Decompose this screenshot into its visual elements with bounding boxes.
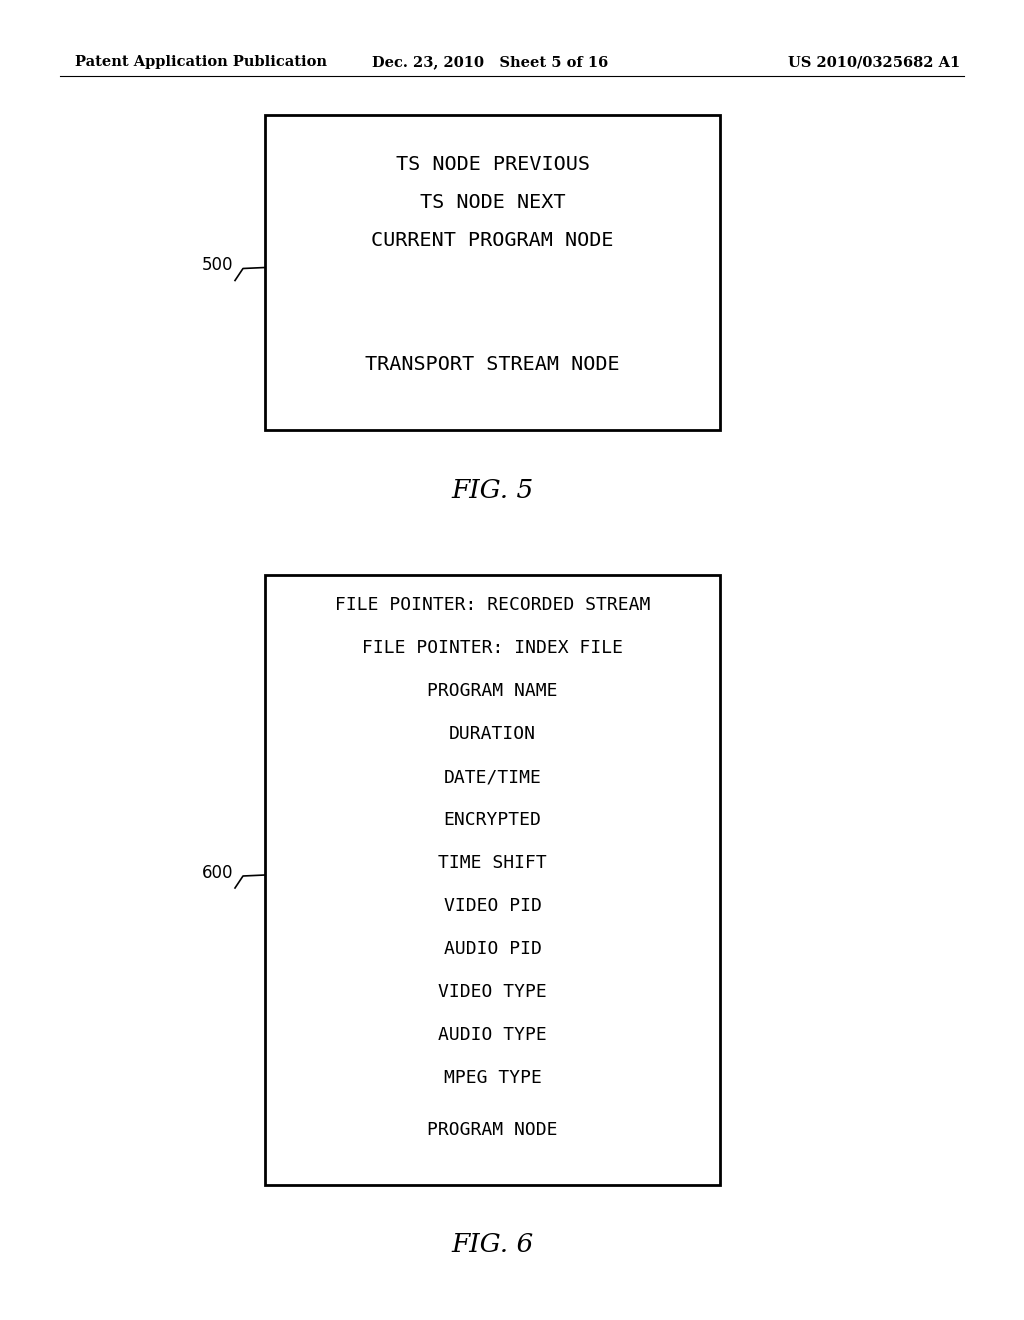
Text: AUDIO PID: AUDIO PID — [443, 940, 542, 958]
Bar — [265, 115, 720, 430]
Text: FIG. 6: FIG. 6 — [452, 1233, 534, 1258]
Bar — [265, 576, 720, 1185]
Text: TRANSPORT STREAM NODE: TRANSPORT STREAM NODE — [366, 355, 620, 375]
Text: TS NODE NEXT: TS NODE NEXT — [420, 194, 565, 213]
Text: AUDIO TYPE: AUDIO TYPE — [438, 1026, 547, 1044]
Text: MPEG TYPE: MPEG TYPE — [443, 1069, 542, 1086]
Text: PROGRAM NAME: PROGRAM NAME — [427, 682, 558, 700]
Text: FILE POINTER: RECORDED STREAM: FILE POINTER: RECORDED STREAM — [335, 597, 650, 614]
Text: FIG. 5: FIG. 5 — [452, 478, 534, 503]
Text: DURATION: DURATION — [449, 725, 536, 743]
Text: FILE POINTER: INDEX FILE: FILE POINTER: INDEX FILE — [362, 639, 623, 657]
Text: ENCRYPTED: ENCRYPTED — [443, 810, 542, 829]
Text: TIME SHIFT: TIME SHIFT — [438, 854, 547, 873]
Text: Patent Application Publication: Patent Application Publication — [75, 55, 327, 69]
Text: Dec. 23, 2010   Sheet 5 of 16: Dec. 23, 2010 Sheet 5 of 16 — [372, 55, 608, 69]
Text: US 2010/0325682 A1: US 2010/0325682 A1 — [787, 55, 961, 69]
Text: PROGRAM NODE: PROGRAM NODE — [427, 1121, 558, 1139]
Text: CURRENT PROGRAM NODE: CURRENT PROGRAM NODE — [372, 231, 613, 251]
Text: TS NODE PREVIOUS: TS NODE PREVIOUS — [395, 156, 590, 174]
Text: 500: 500 — [202, 256, 233, 275]
Text: DATE/TIME: DATE/TIME — [443, 768, 542, 785]
Text: 600: 600 — [202, 865, 233, 882]
Text: VIDEO PID: VIDEO PID — [443, 898, 542, 915]
Text: VIDEO TYPE: VIDEO TYPE — [438, 983, 547, 1001]
